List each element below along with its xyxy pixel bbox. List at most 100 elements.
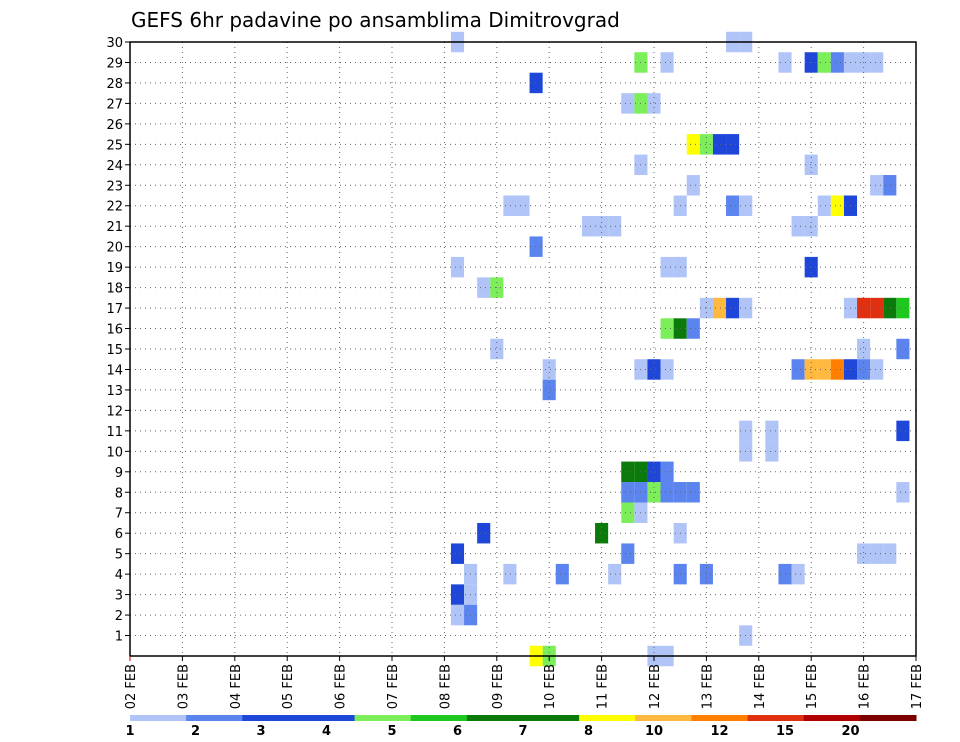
heatmap-cell (686, 482, 700, 503)
heatmap-cell (621, 543, 635, 564)
heatmap-cell (870, 297, 884, 319)
heatmap-cell (529, 72, 543, 94)
color-legend: 1 2 3 4 5 6 7 8 10 12 15 20 (125, 715, 917, 739)
y-tick-label: 11 (106, 425, 123, 440)
chart-title: GEFS 6hr padavine po ansamblima Dimitrov… (131, 8, 620, 32)
heatmap-cell (726, 297, 740, 319)
heatmap-cell (608, 563, 622, 585)
heatmap-cell (817, 195, 831, 216)
x-tick-label: 16 FEB (858, 664, 873, 709)
legend-swatch (579, 715, 636, 721)
heatmap-cell (529, 236, 543, 257)
x-tick-label: 09 FEB (491, 664, 506, 709)
heatmap-cell (555, 563, 569, 585)
legend-swatch (130, 715, 187, 721)
heatmap-cell (503, 195, 517, 216)
y-tick-label: 2 (115, 609, 123, 624)
heatmap-cell (712, 134, 727, 155)
x-tick-label: 07 FEB (386, 664, 401, 709)
heatmap-cell (660, 318, 674, 339)
y-tick-label: 29 (106, 56, 123, 71)
heatmap-cell (883, 297, 897, 319)
heatmap-cell (791, 563, 805, 585)
heatmap-cell (896, 297, 910, 319)
heatmap-cell (804, 215, 818, 237)
x-tick-label: 15 FEB (805, 664, 820, 709)
legend-label: 15 (776, 724, 794, 739)
legend-label: 4 (322, 724, 331, 739)
heatmap-cell (699, 297, 713, 319)
legend-swatch (691, 715, 749, 721)
heatmap-cell (699, 563, 713, 585)
x-tick-label: 11 FEB (596, 664, 611, 709)
y-tick-label: 18 (106, 282, 123, 297)
x-tick-label: 04 FEB (229, 664, 244, 709)
legend-label: 12 (710, 724, 728, 739)
legend-label: 10 (645, 724, 663, 739)
heatmap-cell (870, 359, 884, 380)
x-tick-label: 13 FEB (700, 664, 715, 709)
y-tick-label: 27 (106, 97, 123, 112)
heatmap-cell (791, 359, 805, 380)
heatmap-cell (621, 502, 635, 523)
heatmap-cell (830, 195, 844, 216)
legend-swatch (298, 715, 356, 721)
heatmap-cell (581, 215, 596, 237)
legend-label: 5 (387, 724, 396, 739)
heatmap-cell (765, 420, 779, 442)
x-tick-label: 12 FEB (648, 664, 663, 709)
heatmap-cell (857, 359, 871, 380)
x-tick-label: 14 FEB (753, 664, 768, 709)
legend-swatch (859, 715, 917, 721)
y-tick-label: 26 (106, 118, 123, 133)
y-tick-label: 22 (106, 200, 123, 215)
y-tick-label: 24 (106, 159, 123, 174)
heatmap-cell (699, 134, 713, 155)
heatmap-cell (516, 195, 530, 216)
legend-swatch (803, 715, 861, 721)
y-tick-label: 1 (115, 630, 123, 645)
heatmap-cell (503, 563, 517, 585)
heatmap-cell (883, 175, 897, 196)
heatmap-cell (896, 338, 910, 360)
heatmap-cell (450, 543, 465, 564)
heatmap-cell (686, 134, 700, 155)
heatmap-cell (817, 52, 831, 73)
y-tick-label: 10 (106, 445, 123, 460)
y-tick-label: 20 (106, 241, 123, 256)
legend-label: 2 (191, 724, 200, 739)
legend-swatch (354, 715, 412, 721)
legend-swatch (186, 715, 243, 721)
y-tick-label: 4 (115, 568, 123, 583)
heatmap-cell (450, 604, 465, 626)
legend-swatch (523, 715, 580, 721)
heatmap-cell (608, 215, 622, 237)
heatmap-cell (726, 195, 740, 216)
heatmap-cell (660, 359, 674, 380)
x-axis-ticks: 02 FEB 03 FEB 04 FEB 05 FEB 06 FEB 07 FEB 08 F… (124, 656, 925, 709)
x-tick-label: 03 FEB (176, 664, 191, 709)
x-tick-label: 02 FEB (124, 664, 139, 709)
heatmap-cell (870, 175, 884, 196)
heatmap-cell (450, 256, 465, 278)
y-tick-label: 17 (106, 302, 123, 317)
heatmap-cell (450, 584, 465, 605)
heatmap-cell (712, 297, 727, 319)
y-tick-label: 7 (115, 507, 123, 522)
heatmap-cell (542, 359, 556, 380)
legend-swatch (635, 715, 692, 721)
heatmap-cell (595, 215, 609, 237)
legend-label: 6 (453, 724, 462, 739)
heatmap-cell (595, 522, 609, 544)
heatmap-cell (647, 93, 661, 114)
heatmap-cell (490, 338, 504, 360)
heatmap-cell (660, 256, 674, 278)
legend-label: 20 (841, 724, 859, 739)
legend-label: 3 (256, 724, 265, 739)
x-tick-label: 08 FEB (438, 664, 453, 709)
heatmap-cell (804, 359, 818, 380)
y-tick-label: 3 (115, 589, 123, 604)
heatmap-cell (830, 359, 844, 380)
heatmap-cell (660, 52, 674, 73)
y-tick-label: 12 (106, 404, 123, 419)
